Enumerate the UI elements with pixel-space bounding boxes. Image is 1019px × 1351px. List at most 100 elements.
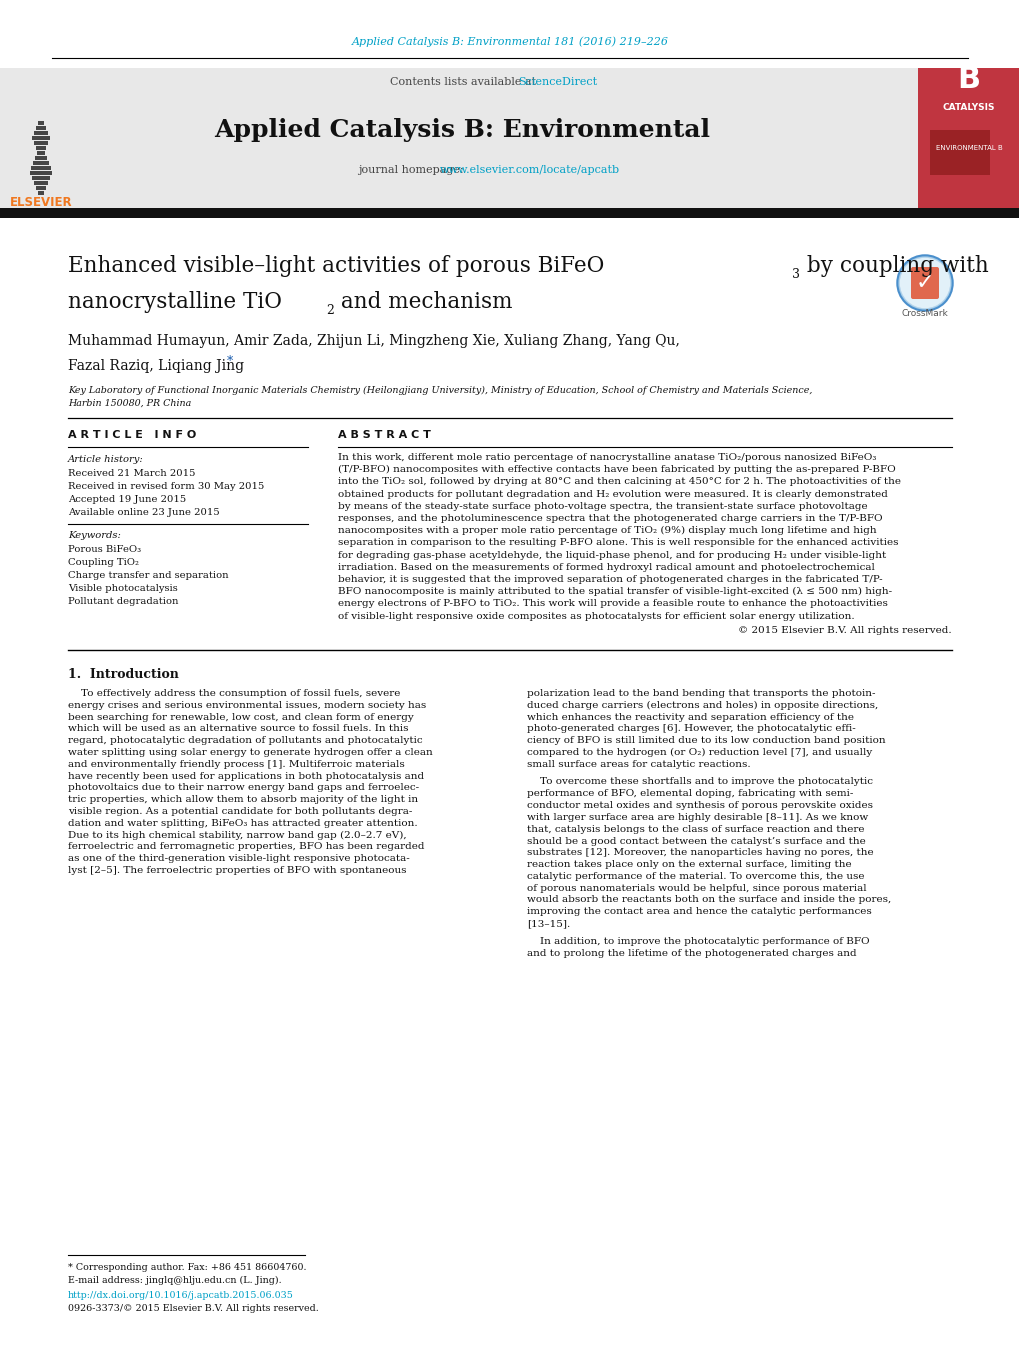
Bar [34, 131, 48, 135]
Text: Received in revised form 30 May 2015: Received in revised form 30 May 2015 [68, 482, 264, 490]
FancyBboxPatch shape [910, 267, 938, 299]
Text: regard, photocatalytic degradation of pollutants and photocatalytic: regard, photocatalytic degradation of po… [68, 736, 422, 746]
Text: should be a good contact between the catalyst’s surface and the: should be a good contact between the cat… [527, 836, 865, 846]
Text: E-mail address: jinglq@hlju.edu.cn (L. Jing).: E-mail address: jinglq@hlju.edu.cn (L. J… [68, 1275, 281, 1285]
Text: energy electrons of P-BFO to TiO₂. This work will provide a feasible route to en: energy electrons of P-BFO to TiO₂. This … [337, 600, 887, 608]
Text: Received 21 March 2015: Received 21 March 2015 [68, 469, 196, 478]
Text: Key Laboratory of Functional Inorganic Materials Chemistry (Heilongjiang Univers: Key Laboratory of Functional Inorganic M… [68, 386, 811, 394]
Text: (T/P-BFO) nanocomposites with effective contacts have been fabricated by putting: (T/P-BFO) nanocomposites with effective … [337, 465, 895, 474]
Text: ciency of BFO is still limited due to its low conduction band position: ciency of BFO is still limited due to it… [527, 736, 884, 746]
Text: ScienceDirect: ScienceDirect [518, 77, 596, 86]
Text: 3: 3 [791, 267, 799, 281]
Text: ferroelectric and ferromagnetic properties, BFO has been regarded: ferroelectric and ferromagnetic properti… [68, 843, 424, 851]
Text: In this work, different mole ratio percentage of nanocrystalline anatase TiO₂/po: In this work, different mole ratio perce… [337, 453, 875, 462]
Text: ELSEVIER: ELSEVIER [9, 196, 72, 209]
Text: ✓: ✓ [915, 273, 933, 293]
Text: *: * [227, 355, 233, 367]
Text: substrates [12]. Moreover, the nanoparticles having no pores, the: substrates [12]. Moreover, the nanoparti… [527, 848, 872, 858]
Text: Enhanced visible–light activities of porous BiFeO: Enhanced visible–light activities of por… [68, 255, 604, 277]
Text: compared to the hydrogen (or O₂) reduction level [7], and usually: compared to the hydrogen (or O₂) reducti… [527, 748, 871, 757]
Text: www.elsevier.com/locate/apcatb: www.elsevier.com/locate/apcatb [439, 165, 620, 176]
Text: dation and water splitting, BiFeO₃ has attracted greater attention.: dation and water splitting, BiFeO₃ has a… [68, 819, 417, 828]
Text: photo-generated charges [6]. However, the photocatalytic effi-: photo-generated charges [6]. However, th… [527, 724, 855, 734]
Text: which will be used as an alternative source to fossil fuels. In this: which will be used as an alternative sou… [68, 724, 408, 734]
Text: conductor metal oxides and synthesis of porous perovskite oxides: conductor metal oxides and synthesis of … [527, 801, 872, 811]
Text: catalytic performance of the material. To overcome this, the use: catalytic performance of the material. T… [527, 871, 864, 881]
Bar [929, 130, 989, 176]
Text: reaction takes place only on the external surface, limiting the: reaction takes place only on the externa… [527, 861, 851, 869]
Text: separation in comparison to the resulting P-BFO alone. This is well responsible : separation in comparison to the resultin… [337, 539, 898, 547]
Text: of visible-light responsive oxide composites as photocatalysts for efficient sol: of visible-light responsive oxide compos… [337, 612, 854, 620]
Text: and environmentally friendly process [1]. Multiferroic materials: and environmentally friendly process [1]… [68, 759, 405, 769]
Text: http://dx.doi.org/10.1016/j.apcatb.2015.06.035: http://dx.doi.org/10.1016/j.apcatb.2015.… [68, 1292, 293, 1300]
Text: Contents lists available at: Contents lists available at [389, 77, 539, 86]
Bar [34, 141, 48, 145]
Text: for degrading gas-phase acetyldehyde, the liquid-phase phenol, and for producing: for degrading gas-phase acetyldehyde, th… [337, 551, 886, 559]
Text: into the TiO₂ sol, followed by drying at 80°C and then calcining at 450°C for 2 : into the TiO₂ sol, followed by drying at… [337, 477, 900, 486]
Text: Muhammad Humayun, Amir Zada, Zhijun Li, Mingzheng Xie, Xuliang Zhang, Yang Qu,: Muhammad Humayun, Amir Zada, Zhijun Li, … [68, 334, 680, 349]
Text: To effectively address the consumption of fossil fuels, severe: To effectively address the consumption o… [68, 689, 400, 698]
Bar [32, 136, 50, 141]
Text: Visible photocatalysis: Visible photocatalysis [68, 584, 177, 593]
Text: Due to its high chemical stability, narrow band gap (2.0–2.7 eV),: Due to its high chemical stability, narr… [68, 831, 407, 839]
Text: Coupling TiO₂: Coupling TiO₂ [68, 558, 139, 567]
Text: by coupling with: by coupling with [799, 255, 987, 277]
Bar [36, 146, 46, 150]
Bar [38, 190, 44, 195]
Text: visible region. As a potential candidate for both pollutants degra-: visible region. As a potential candidate… [68, 807, 412, 816]
Text: [13–15].: [13–15]. [527, 919, 570, 928]
Text: Applied Catalysis B: Environmental: Applied Catalysis B: Environmental [214, 118, 709, 142]
Text: Article history:: Article history: [68, 455, 144, 463]
Text: A R T I C L E   I N F O: A R T I C L E I N F O [68, 430, 196, 440]
Bar [32, 176, 50, 180]
Text: Applied Catalysis B: Environmental 181 (2016) 219–226: Applied Catalysis B: Environmental 181 (… [352, 36, 667, 47]
Bar [37, 151, 45, 155]
Text: 2: 2 [326, 304, 333, 317]
Text: energy crises and serious environmental issues, modern society has: energy crises and serious environmental … [68, 701, 426, 709]
Text: and mechanism: and mechanism [333, 290, 512, 313]
Bar [36, 126, 46, 130]
Text: nanocomposites with a proper mole ratio percentage of TiO₂ (9%) display much lon: nanocomposites with a proper mole ratio … [337, 526, 875, 535]
Text: ENVIRONMENTAL B: ENVIRONMENTAL B [934, 145, 1002, 151]
Bar [38, 122, 44, 126]
Text: lyst [2–5]. The ferroelectric properties of BFO with spontaneous: lyst [2–5]. The ferroelectric properties… [68, 866, 407, 875]
Text: 0926-3373/© 2015 Elsevier B.V. All rights reserved.: 0926-3373/© 2015 Elsevier B.V. All right… [68, 1304, 319, 1313]
Text: been searching for renewable, low cost, and clean form of energy: been searching for renewable, low cost, … [68, 712, 414, 721]
Text: polarization lead to the band bending that transports the photoin-: polarization lead to the band bending th… [527, 689, 874, 698]
Text: would absorb the reactants both on the surface and inside the pores,: would absorb the reactants both on the s… [527, 896, 891, 905]
Text: Keywords:: Keywords: [68, 531, 121, 540]
Text: * Corresponding author. Fax: +86 451 86604760.: * Corresponding author. Fax: +86 451 866… [68, 1263, 306, 1273]
Text: responses, and the photoluminescence spectra that the photogenerated charge carr: responses, and the photoluminescence spe… [337, 513, 881, 523]
Text: Pollutant degradation: Pollutant degradation [68, 597, 178, 607]
Text: In addition, to improve the photocatalytic performance of BFO: In addition, to improve the photocatalyt… [527, 936, 869, 946]
Text: of porous nanomaterials would be helpful, since porous material: of porous nanomaterials would be helpful… [527, 884, 866, 893]
Text: Fazal Raziq, Liqiang Jing: Fazal Raziq, Liqiang Jing [68, 359, 244, 373]
Text: behavior, it is suggested that the improved separation of photogenerated charges: behavior, it is suggested that the impro… [337, 576, 881, 584]
Text: and to prolong the lifetime of the photogenerated charges and: and to prolong the lifetime of the photo… [527, 948, 856, 958]
Text: CrossMark: CrossMark [901, 309, 948, 319]
Text: that, catalysis belongs to the class of surface reaction and there: that, catalysis belongs to the class of … [527, 824, 864, 834]
Text: nanocrystalline TiO: nanocrystalline TiO [68, 290, 281, 313]
Text: Available online 23 June 2015: Available online 23 June 2015 [68, 508, 219, 517]
Text: Charge transfer and separation: Charge transfer and separation [68, 571, 228, 580]
Text: CATALYSIS: CATALYSIS [942, 104, 995, 112]
Text: duced charge carriers (electrons and holes) in opposite directions,: duced charge carriers (electrons and hol… [527, 701, 877, 709]
Bar [0, 208, 1019, 218]
Bar [31, 166, 51, 170]
Text: B: B [957, 65, 979, 95]
Bar [917, 68, 1019, 209]
Bar [33, 161, 49, 165]
Bar [36, 186, 46, 190]
Text: 1.  Introduction: 1. Introduction [68, 667, 178, 681]
Text: by means of the steady-state surface photo-voltage spectra, the transient-state : by means of the steady-state surface pho… [337, 501, 867, 511]
Text: irradiation. Based on the measurements of formed hydroxyl radical amount and pho: irradiation. Based on the measurements o… [337, 563, 874, 571]
Text: BFO nanocomposite is mainly attributed to the spatial transfer of visible-light-: BFO nanocomposite is mainly attributed t… [337, 588, 892, 596]
Bar [35, 155, 47, 159]
Text: water splitting using solar energy to generate hydrogen offer a clean: water splitting using solar energy to ge… [68, 748, 432, 757]
Text: performance of BFO, elemental doping, fabricating with semi-: performance of BFO, elemental doping, fa… [527, 789, 853, 798]
Text: Porous BiFeO₃: Porous BiFeO₃ [68, 544, 141, 554]
Text: as one of the third-generation visible-light responsive photocata-: as one of the third-generation visible-l… [68, 854, 410, 863]
Text: with larger surface area are highly desirable [8–11]. As we know: with larger surface area are highly desi… [527, 813, 867, 821]
Text: small surface areas for catalytic reactions.: small surface areas for catalytic reacti… [527, 759, 750, 769]
Text: Harbin 150080, PR China: Harbin 150080, PR China [68, 399, 192, 408]
